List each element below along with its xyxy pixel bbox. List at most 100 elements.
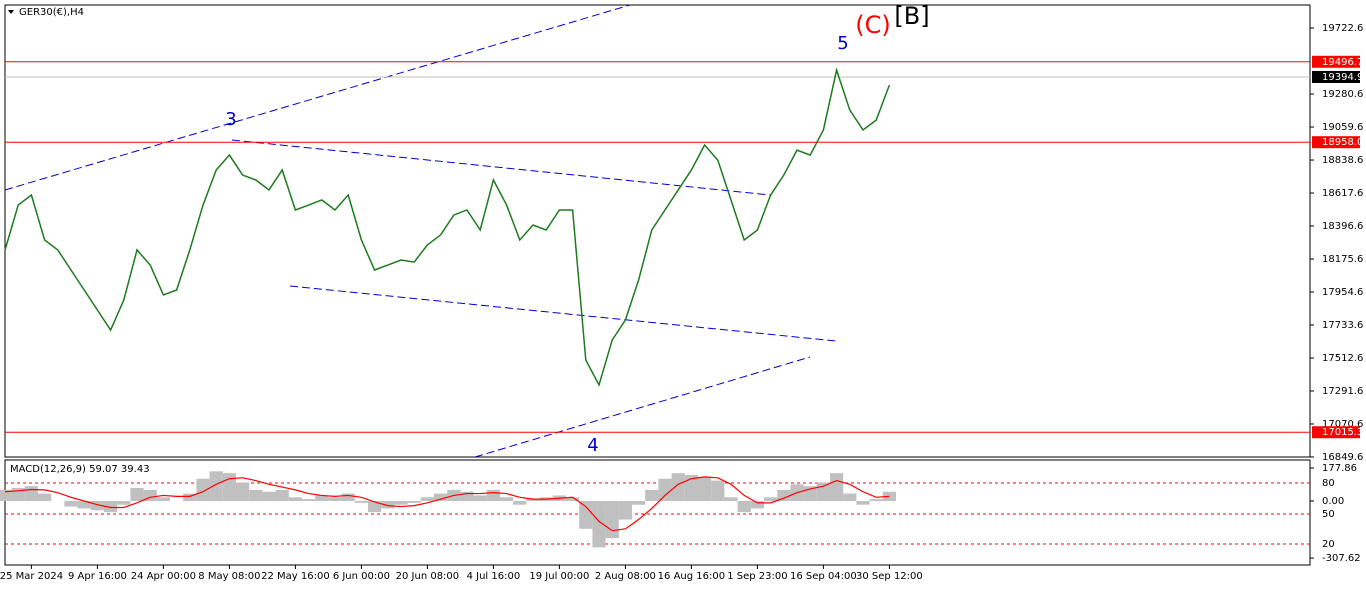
macd-bar — [737, 500, 751, 513]
menu-arrow — [8, 10, 14, 14]
macd-bar — [222, 473, 236, 501]
x-tick-label: 8 May 08:00 — [198, 571, 260, 582]
x-tick-label: 22 May 16:00 — [261, 571, 330, 582]
macd-bar — [526, 499, 540, 501]
y-tick-label: 17954.6 — [1322, 287, 1363, 298]
macd-bar — [236, 482, 250, 501]
macd-bar — [764, 497, 778, 501]
macd-bar — [183, 493, 197, 501]
macd-bar — [24, 486, 38, 501]
last-price-box — [1312, 70, 1360, 83]
macd-title: MACD(12,26,9) 59.07 39.43 — [10, 464, 150, 475]
macd-bar — [486, 489, 500, 501]
macd-panel — [4, 459, 1311, 566]
wave-label: 3 — [225, 109, 236, 130]
macd-bar — [566, 497, 580, 501]
macd-bar — [407, 500, 421, 503]
macd-bar — [460, 491, 474, 501]
macd-bar — [302, 499, 316, 501]
macd-bar — [473, 495, 487, 501]
y-tick-label: 18838.6 — [1322, 155, 1363, 166]
macd-bar — [341, 493, 355, 501]
y-tick-label: 18617.6 — [1322, 188, 1363, 199]
macd-bar — [579, 500, 593, 529]
macd-bar — [816, 482, 830, 501]
macd-bar — [592, 500, 606, 548]
macd-bar — [77, 500, 91, 509]
price-line — [4, 67, 891, 387]
x-tick-label: 19 Jul 00:00 — [529, 571, 589, 582]
macd-bar — [830, 473, 844, 501]
macd-level-label: 50 — [1322, 509, 1335, 520]
macd-bar — [750, 500, 764, 509]
x-tick-label: 30 Sep 12:00 — [856, 571, 923, 582]
macd-bar — [500, 497, 514, 501]
wave-label: [B] — [894, 2, 929, 30]
macd-bar — [143, 489, 157, 501]
macd-bar — [368, 500, 382, 513]
macd-level-label: 20 — [1322, 539, 1335, 550]
macd-bar — [856, 500, 870, 505]
level-box — [1312, 136, 1360, 149]
x-tick-label: 16 Sep 04:00 — [790, 571, 857, 582]
macd-bar — [684, 475, 698, 501]
level-label: 18958.0 — [1322, 137, 1363, 148]
level-box — [1312, 426, 1360, 439]
x-tick-label: 20 Jun 08:00 — [396, 571, 460, 582]
macd-bar — [434, 493, 448, 501]
macd-bar — [711, 480, 725, 501]
macd-bar — [394, 500, 408, 505]
macd-bar — [104, 500, 118, 513]
level-box — [1312, 55, 1360, 68]
macd-bar — [843, 493, 857, 501]
macd-bar — [645, 489, 659, 501]
macd-tick-label: 0.00 — [1322, 496, 1344, 507]
y-tick-label: 16849.6 — [1322, 452, 1363, 463]
macd-bar — [262, 491, 276, 501]
level-label: 17015.3 — [1322, 427, 1363, 438]
macd-bar — [354, 500, 368, 503]
macd-level-label: 80 — [1322, 478, 1335, 489]
macd-tick-label: 177.86 — [1322, 463, 1357, 474]
macd-bar — [117, 500, 131, 505]
macd-bar — [869, 499, 883, 501]
macd-bar — [777, 489, 791, 501]
x-tick-label: 2 Aug 08:00 — [595, 571, 656, 582]
macd-bar — [605, 500, 619, 539]
y-tick-label: 17512.6 — [1322, 353, 1363, 364]
macd-bar — [0, 489, 12, 501]
macd-bar — [64, 500, 78, 507]
x-tick-label: 24 Apr 00:00 — [131, 571, 196, 582]
chart-title: GER30(€),H4 — [19, 7, 84, 18]
macd-bar — [156, 497, 170, 501]
macd-bar — [38, 493, 52, 501]
x-tick-label: 25 Mar 2024 — [0, 571, 63, 582]
y-tick-label: 17733.6 — [1322, 320, 1363, 331]
trend-line — [4, 4, 631, 191]
macd-bar — [513, 500, 527, 505]
wave-label: 4 — [587, 435, 598, 456]
x-tick-label: 16 Aug 16:00 — [658, 571, 725, 582]
wave-label: 5 — [837, 33, 848, 54]
macd-bar — [90, 500, 104, 511]
macd-bar — [698, 476, 712, 501]
macd-bar — [658, 478, 672, 501]
macd-bar — [315, 495, 329, 501]
price-panel — [4, 4, 1311, 458]
macd-bar — [420, 497, 434, 501]
trend-line — [289, 285, 837, 342]
macd-bar — [275, 489, 289, 501]
signal-line — [4, 476, 890, 532]
level-label: 19496.7 — [1322, 57, 1363, 68]
y-tick-label: 17070.6 — [1322, 419, 1363, 430]
macd-bar — [618, 500, 632, 520]
macd-bar — [632, 500, 646, 505]
last-price-label: 19394.9 — [1322, 72, 1363, 83]
x-tick-label: 1 Sep 23:00 — [727, 571, 787, 582]
macd-tick-label: -307.62 — [1322, 553, 1361, 564]
trend-line — [474, 356, 811, 458]
macd-bar — [671, 473, 685, 501]
macd-bar — [209, 471, 223, 501]
y-tick-label: 19722.6 — [1322, 23, 1363, 34]
